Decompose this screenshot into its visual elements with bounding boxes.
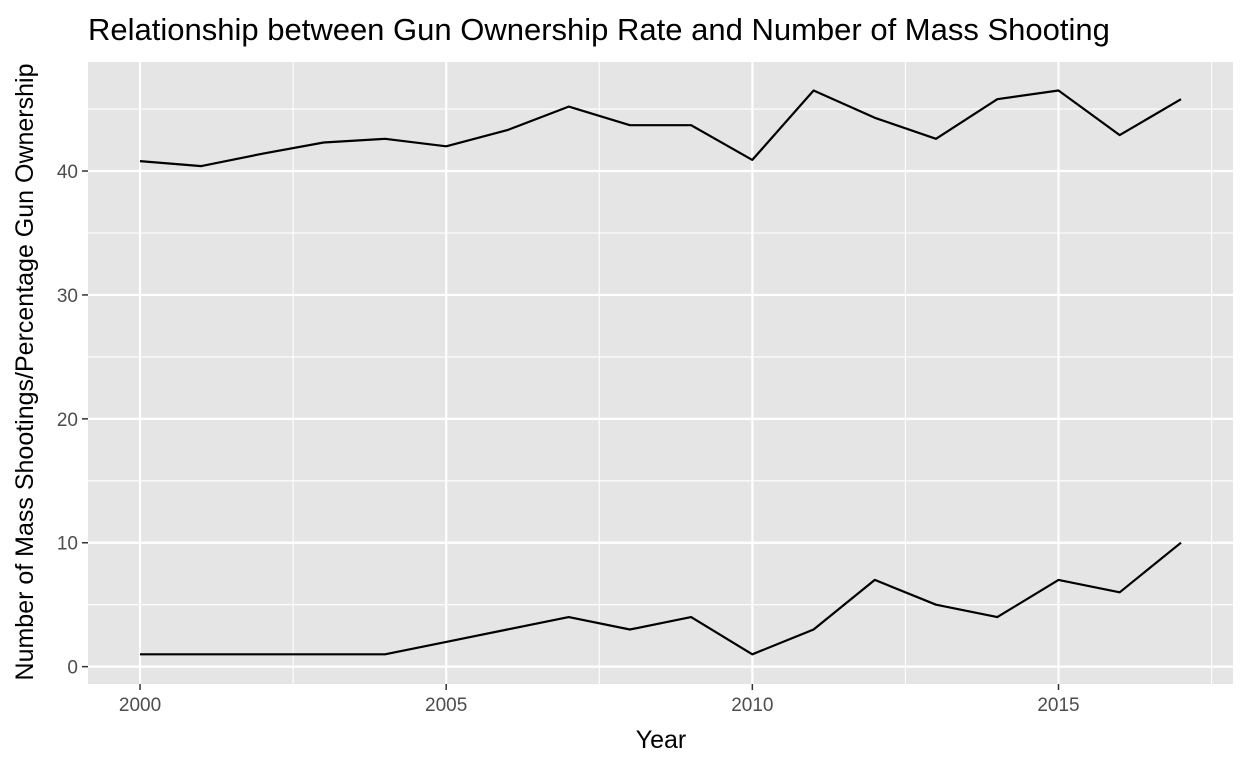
x-tick-label: 2000 <box>119 695 161 716</box>
x-axis-ticks: 2000 2005 2010 2015 <box>119 684 1080 716</box>
y-axis-ticks: 0 10 20 30 40 <box>57 162 88 679</box>
y-tick-label: 30 <box>57 286 78 307</box>
y-axis-title: Number of Mass Shootings/Percentage Gun … <box>11 64 39 681</box>
y-tick-label: 10 <box>57 534 78 555</box>
y-tick-label: 40 <box>57 162 78 183</box>
plot-panel <box>88 62 1233 684</box>
series-line-2 <box>140 541 1182 656</box>
x-tick-label: 2015 <box>1037 695 1079 716</box>
y-tick-label: 0 <box>67 658 78 679</box>
y-tick-label: 20 <box>57 410 78 431</box>
series-line-1 <box>139 89 1182 168</box>
series-lines <box>139 89 1182 656</box>
x-axis-title: Year <box>636 726 687 754</box>
major-gridlines <box>88 62 1233 684</box>
x-tick-label: 2010 <box>731 695 773 716</box>
minor-gridlines <box>88 62 1233 684</box>
chart-title: Relationship between Gun Ownership Rate … <box>88 12 1110 47</box>
x-tick-label: 2005 <box>425 695 467 716</box>
